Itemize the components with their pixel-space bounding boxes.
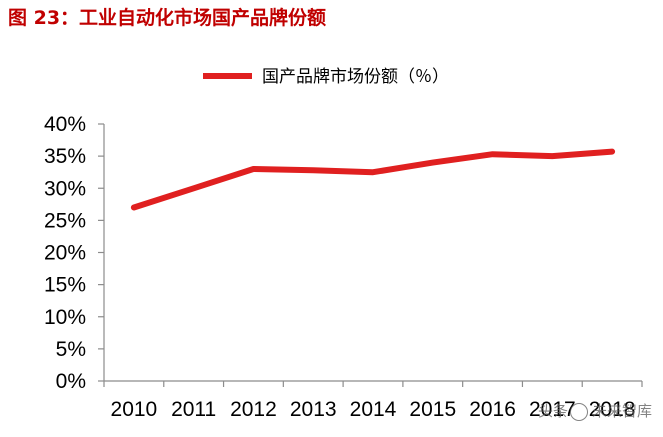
data-point [131,205,136,210]
x-tick-label: 2011 [171,398,216,421]
axes [103,124,642,382]
data-point [610,149,615,154]
watermark: 头条 未来智库 [538,400,652,421]
legend: 国产品牌市场份额（％） [203,67,449,87]
y-tick-label: 30% [44,177,86,200]
data-point [430,160,435,165]
watermark-source: 头条 [538,402,569,420]
data-point [490,152,495,157]
data-point [550,154,555,159]
x-tick-label: 2016 [469,398,516,421]
legend-label: 国产品牌市场份额（％） [262,67,449,87]
watermark-brand: 未来智库 [592,402,653,420]
data-point [371,170,375,175]
y-axis-ticks: 0% 5% 10% 15% 20% 25% 30% 35% 40% [44,113,104,393]
y-tick-label: 20% [44,242,86,265]
y-tick-label: 35% [44,145,86,168]
y-tick-label: 15% [44,274,86,297]
y-tick-label: 5% [56,338,86,361]
x-tick-label: 2012 [230,398,277,421]
x-tick-label: 2014 [350,398,397,421]
y-tick-label: 0% [56,370,86,393]
x-axis-ticks: 2010 2011 2012 2013 2014 2015 2016 2017 2018 [103,381,643,421]
y-tick-label: 10% [44,306,86,329]
series [130,148,616,211]
y-tick-label: 40% [44,113,86,136]
y-tick-label: 25% [44,209,86,232]
x-tick-label: 2017 [529,398,576,421]
watermark-logo-icon [570,402,589,421]
x-tick-label: 2018 [589,398,636,421]
figure-title: 图 23：工业自动化市场国产品牌份额 [8,7,327,29]
data-point [311,168,316,173]
data-point [191,186,196,191]
x-tick-label: 2015 [409,398,456,421]
x-tick-label: 2010 [111,398,158,421]
x-tick-label: 2013 [290,398,337,421]
data-point [251,166,256,171]
series-line [130,148,616,211]
